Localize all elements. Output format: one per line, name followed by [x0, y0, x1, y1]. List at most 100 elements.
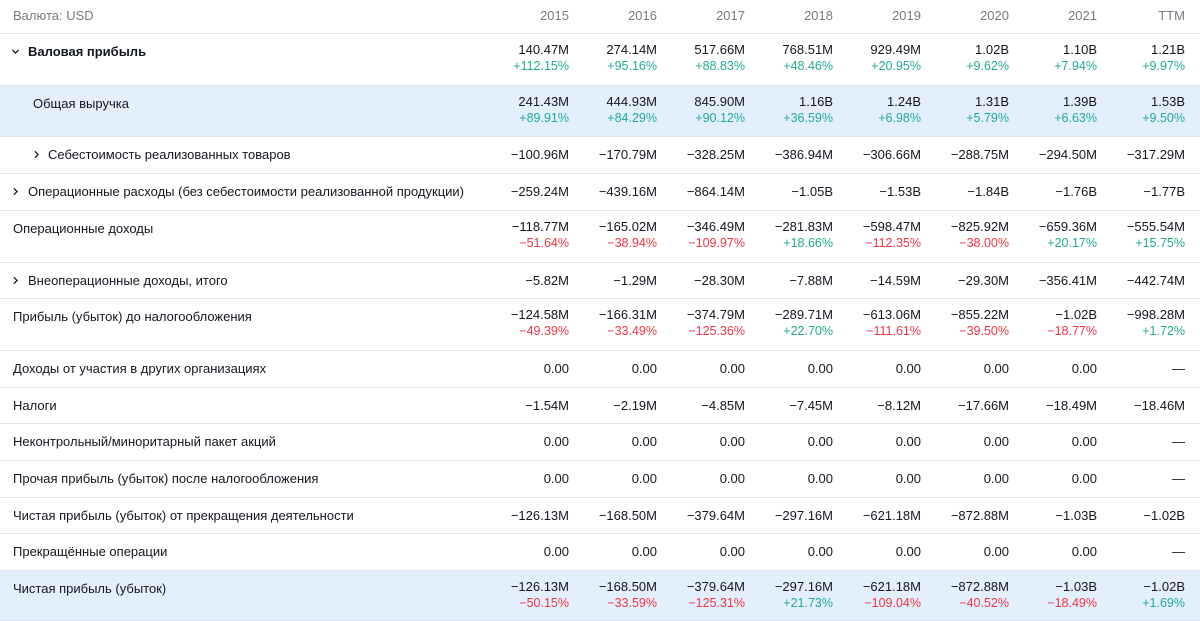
- value-cell: −168.50M: [573, 507, 657, 524]
- value-text: −118.77M: [511, 219, 569, 234]
- chevron-right-icon[interactable]: [27, 145, 45, 163]
- value-text: −2.19M: [613, 398, 657, 413]
- value-cell: −374.79M −125.36%: [661, 306, 745, 340]
- value-text: −297.16M: [774, 579, 833, 594]
- value-text: 0.00: [807, 544, 833, 559]
- value-cell: 1.31B +5.79%: [925, 93, 1009, 127]
- value-text: −14.59M: [870, 273, 921, 288]
- chevron-down-icon[interactable]: [6, 42, 24, 60]
- value-text: 0.00: [807, 361, 833, 376]
- value-text: −18.49M: [1046, 398, 1097, 413]
- value-text: −1.05B: [791, 184, 833, 199]
- value-cell: 0.00: [661, 470, 745, 487]
- value-cell: −14.59M: [837, 272, 921, 289]
- change-percent: −109.97%: [688, 236, 745, 250]
- table-row[interactable]: Себестоимость реализованных товаров −100.…: [0, 137, 1200, 174]
- value-cell: 1.02B +9.62%: [925, 41, 1009, 75]
- table-row: Доходы от участия в других организациях 0…: [0, 351, 1200, 388]
- value-cell: 0.00: [925, 433, 1009, 450]
- chevron-right-icon[interactable]: [6, 182, 24, 200]
- value-cell: —: [1101, 433, 1185, 450]
- value-cell: 1.21B +9.97%: [1101, 41, 1185, 75]
- value-text: 0.00: [983, 361, 1009, 376]
- value-cell: 0.00: [837, 360, 921, 377]
- value-cell: −1.76B: [1013, 183, 1097, 200]
- value-cell: −864.14M: [661, 183, 745, 200]
- change-percent: −18.77%: [1047, 324, 1097, 338]
- value-cell: −259.24M: [485, 183, 569, 200]
- value-text: −100.96M: [510, 147, 569, 162]
- value-cell: 0.00: [573, 543, 657, 560]
- value-text: −439.16M: [598, 184, 657, 199]
- value-cell: 0.00: [661, 543, 745, 560]
- value-cell: −855.22M −39.50%: [925, 306, 1009, 340]
- value-text: −288.75M: [950, 147, 1009, 162]
- value-cell: 0.00: [485, 433, 569, 450]
- value-cell: −288.75M: [925, 146, 1009, 163]
- value-cell: −328.25M: [661, 146, 745, 163]
- value-cell: 1.16B +36.59%: [749, 93, 833, 127]
- value-text: −1.53B: [879, 184, 921, 199]
- value-cell: 0.00: [837, 543, 921, 560]
- value-text: 1.53B: [1151, 94, 1185, 109]
- value-text: −170.79M: [598, 147, 657, 162]
- value-cell: —: [1101, 470, 1185, 487]
- value-text: −317.29M: [1126, 147, 1185, 162]
- row-label: Неконтрольный/миноритарный пакет акций: [13, 434, 276, 449]
- value-text: −555.54M: [1126, 219, 1185, 234]
- value-text: −442.74M: [1126, 273, 1185, 288]
- value-cell: 140.47M +112.15%: [485, 41, 569, 75]
- value-text: 0.00: [1071, 361, 1097, 376]
- change-percent: −112.35%: [865, 236, 921, 250]
- value-cell: 274.14M +95.16%: [573, 41, 657, 75]
- table-row[interactable]: Внеоперационные доходы, итого −5.82M −1.29…: [0, 263, 1200, 299]
- column-header-2020: 2020: [980, 8, 1009, 23]
- value-cell: −126.13M: [485, 507, 569, 524]
- table-row[interactable]: Валовая прибыль 140.47M +112.15% 274.14M +95…: [0, 34, 1200, 86]
- value-text: 0.00: [631, 361, 657, 376]
- value-cell: 0.00: [837, 470, 921, 487]
- value-text: −379.64M: [686, 579, 745, 594]
- value-text: −18.46M: [1134, 398, 1185, 413]
- value-text: 1.24B: [887, 94, 921, 109]
- value-cell: 1.24B +6.98%: [837, 93, 921, 127]
- value-cell: −297.16M +21.73%: [749, 578, 833, 612]
- value-cell: −1.03B −18.49%: [1013, 578, 1097, 612]
- value-text: 1.16B: [799, 94, 833, 109]
- table-row: Операционные доходы −118.77M −51.64% −165.0…: [0, 211, 1200, 263]
- chevron-right-icon[interactable]: [6, 271, 24, 289]
- value-cell: —: [1101, 360, 1185, 377]
- value-text: 1.10B: [1063, 42, 1097, 57]
- value-text: 444.93M: [606, 94, 657, 109]
- value-cell: −29.30M: [925, 272, 1009, 289]
- value-text: −872.88M: [950, 579, 1009, 594]
- value-text: −1.03B: [1055, 508, 1097, 523]
- value-cell: 0.00: [925, 470, 1009, 487]
- value-text: −825.92M: [950, 219, 1009, 234]
- value-cell: −442.74M: [1101, 272, 1185, 289]
- value-text: −621.18M: [862, 508, 921, 523]
- value-text: −374.79M: [686, 307, 745, 322]
- table-row[interactable]: Операционные расходы (без себестоимости …: [0, 174, 1200, 211]
- value-text: −328.25M: [686, 147, 745, 162]
- value-text: −28.30M: [694, 273, 745, 288]
- value-cell: −659.36M +20.17%: [1013, 218, 1097, 252]
- column-header-2016: 2016: [628, 8, 657, 23]
- change-percent: +48.46%: [783, 59, 833, 73]
- value-text: 0.00: [719, 434, 745, 449]
- value-cell: 0.00: [925, 543, 1009, 560]
- value-cell: −170.79M: [573, 146, 657, 163]
- value-cell: −346.49M −109.97%: [661, 218, 745, 252]
- value-cell: −872.88M: [925, 507, 1009, 524]
- value-text: −306.66M: [862, 147, 921, 162]
- value-text: −126.13M: [510, 508, 569, 523]
- value-text: −659.36M: [1038, 219, 1097, 234]
- value-cell: −100.96M: [485, 146, 569, 163]
- value-text: −864.14M: [686, 184, 745, 199]
- value-cell: −598.47M −112.35%: [837, 218, 921, 252]
- value-text: —: [1172, 544, 1185, 559]
- value-cell: −1.05B: [749, 183, 833, 200]
- value-text: −356.41M: [1038, 273, 1097, 288]
- table-row: Чистая прибыль (убыток) от прекращения д…: [0, 498, 1200, 534]
- value-cell: 0.00: [749, 543, 833, 560]
